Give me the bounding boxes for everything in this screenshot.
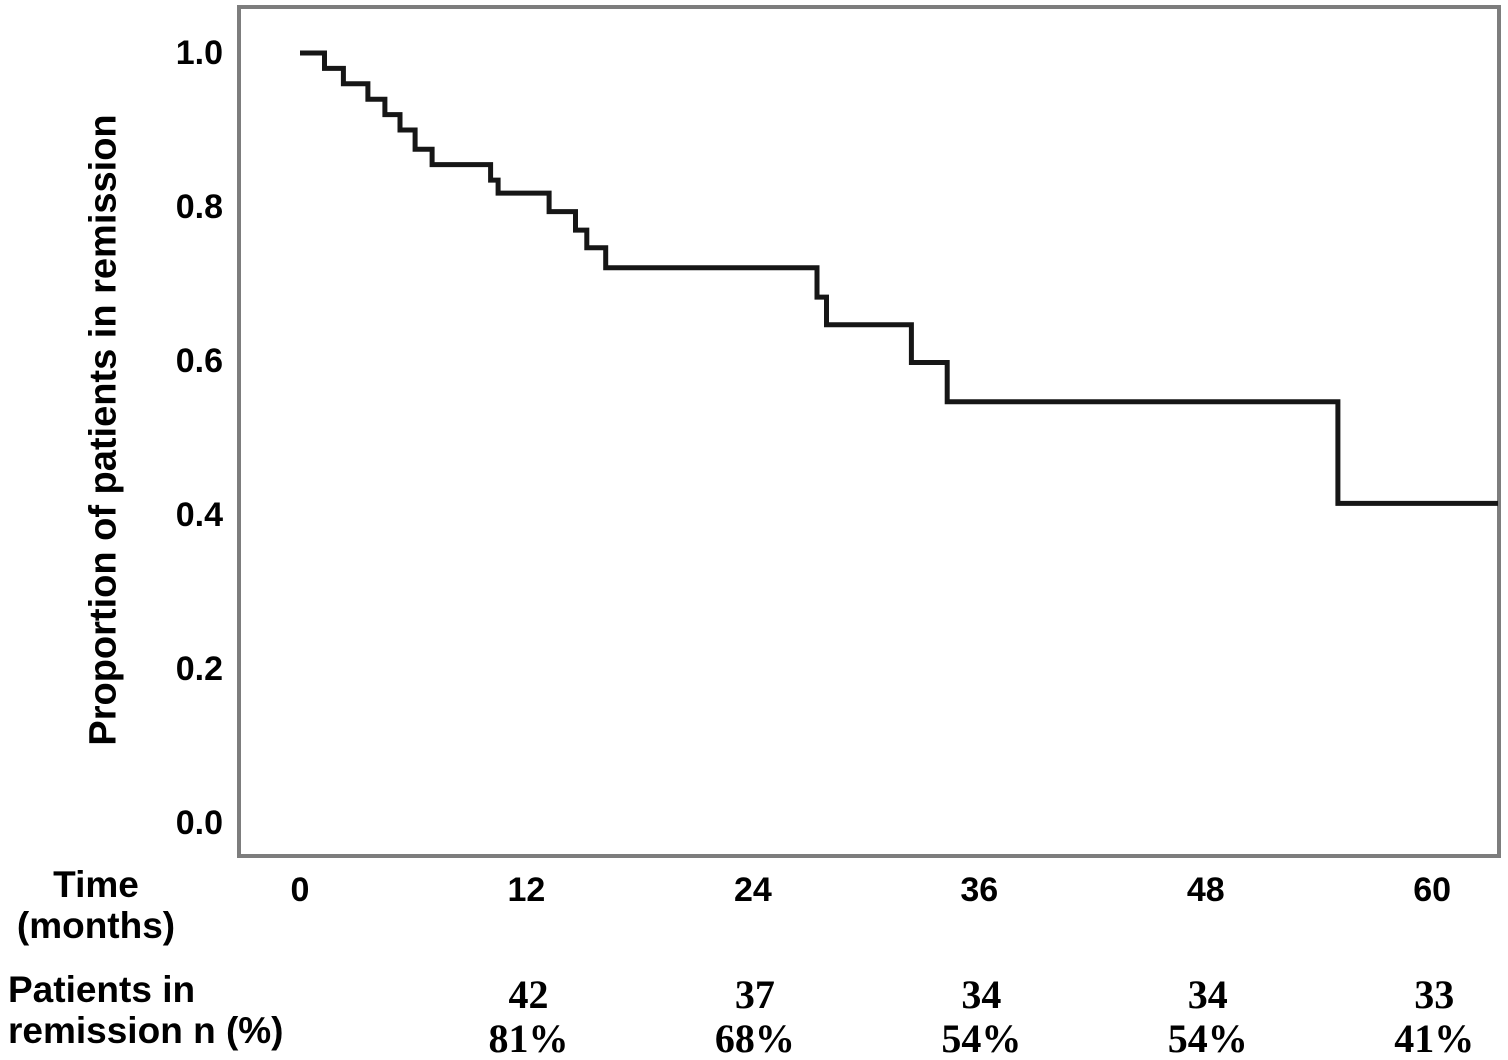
x-axis-title: Time (months) bbox=[5, 864, 187, 946]
y-tick-label: 0.8 bbox=[175, 188, 223, 226]
risk-table-n-value: 34 bbox=[1187, 972, 1228, 1017]
risk-table-row-label-line2: remission n (%) bbox=[8, 1010, 284, 1051]
y-tick-label: 0.4 bbox=[175, 496, 223, 534]
y-tick-label: 1.0 bbox=[175, 34, 223, 72]
risk-table-n-value: 37 bbox=[734, 972, 775, 1017]
risk-table-pct-value: 81% bbox=[488, 1016, 569, 1060]
x-tick-label: 60 bbox=[1413, 871, 1452, 909]
x-axis-title-line1: Time bbox=[53, 864, 139, 905]
plot-area-border bbox=[237, 5, 1501, 858]
kaplan-meier-curve bbox=[300, 50, 1498, 506]
risk-table-pct-value: 41% bbox=[1394, 1016, 1475, 1060]
x-tick-label: 36 bbox=[960, 871, 999, 909]
risk-table-pct-value: 54% bbox=[941, 1016, 1022, 1060]
x-tick-label: 24 bbox=[733, 871, 772, 909]
risk-table-n-value: 34 bbox=[961, 972, 1002, 1017]
y-tick-label: 0.2 bbox=[175, 650, 223, 688]
x-axis-title-line2: (months) bbox=[16, 905, 176, 946]
y-axis-title: Proportion of patients in remission bbox=[82, 114, 125, 746]
risk-table-n-value: 33 bbox=[1414, 972, 1455, 1017]
risk-table-row-label: Patients in remission n (%) bbox=[8, 969, 338, 1051]
x-tick-label: 12 bbox=[507, 871, 546, 909]
y-tick-label: 0.0 bbox=[175, 804, 223, 842]
risk-table-pct-value: 54% bbox=[1167, 1016, 1248, 1060]
y-tick-label: 0.6 bbox=[175, 342, 223, 380]
x-tick-label: 48 bbox=[1186, 871, 1225, 909]
risk-table-pct-value: 68% bbox=[714, 1016, 795, 1060]
x-tick-label: 0 bbox=[290, 871, 310, 909]
risk-table-row-label-line1: Patients in bbox=[8, 969, 196, 1010]
risk-table-n-value: 42 bbox=[508, 972, 549, 1017]
